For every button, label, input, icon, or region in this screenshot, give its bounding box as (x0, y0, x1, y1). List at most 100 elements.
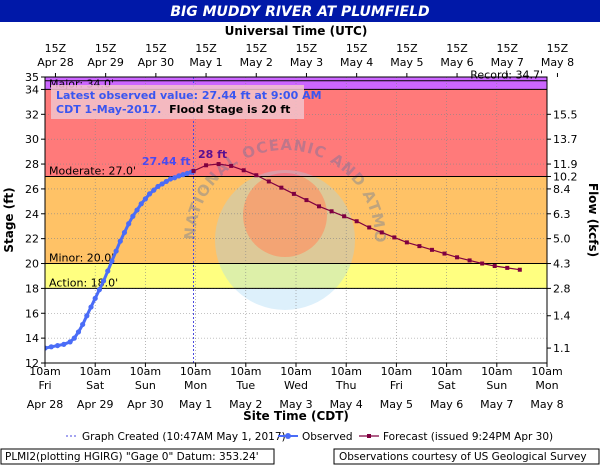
y-tick-label: 14 (25, 332, 39, 345)
forecast-point (317, 204, 322, 209)
y-tick-label: 35 (25, 71, 39, 84)
forecast-point (417, 244, 422, 249)
threshold-label: Moderate: 27.0' (49, 164, 136, 177)
flood-band-minor (45, 176, 547, 264)
forecast-point (329, 209, 334, 214)
top-tick-label-date: Apr 29 (87, 56, 124, 69)
forecast-point (216, 162, 221, 167)
bottom-tick-label-date: May 5 (380, 398, 413, 411)
observed-point (109, 258, 115, 264)
observed-point (75, 329, 82, 335)
top-tick-label-time: 15Z (496, 42, 518, 55)
y-tick-label: 32 (25, 108, 39, 121)
forecast-point (342, 214, 347, 219)
observed-point (84, 313, 90, 319)
y-tick-label: 20 (25, 258, 39, 271)
info-box-line1: Latest observed value: 27.44 ft at 9:00 … (56, 89, 322, 102)
y-tick-label: 34 (25, 83, 39, 96)
y-axis-title-right: Flow (kcfs) (586, 183, 600, 257)
legend-forecast-marker (367, 434, 371, 438)
right-tick-label: 10.2 (553, 170, 578, 183)
observed-point (155, 183, 161, 190)
observed-point (67, 339, 73, 345)
info-box: Latest observed value: 27.44 ft at 9:00 … (51, 85, 322, 119)
top-tick-label-date: Apr 30 (138, 56, 175, 69)
bottom-tick-label-day: Fri (390, 379, 403, 392)
right-tick-label: 2.8 (553, 282, 571, 295)
info-box-bg (51, 85, 304, 119)
observed-point (142, 196, 148, 202)
bottom-tick-label-date: Apr 29 (77, 398, 114, 411)
forecast-point (191, 169, 196, 174)
top-tick-label-date: May 2 (240, 56, 273, 69)
chart-title: BIG MUDDY RIVER AT PLUMFIELD (170, 4, 429, 20)
legend-observed-marker (285, 433, 291, 439)
forecast-point (455, 255, 460, 260)
observed-point (96, 287, 102, 293)
y-tick-label: 12 (25, 357, 39, 370)
top-tick-label-time: 15Z (346, 42, 368, 55)
top-tick-label-time: 15Z (296, 42, 318, 55)
bottom-tick-label-time: 10am (330, 365, 361, 378)
forecast-point (229, 163, 234, 168)
observed-point (176, 173, 182, 179)
observed-point (80, 321, 86, 328)
right-tick-label: 5.0 (553, 233, 571, 246)
bottom-tick-label-time: 10am (180, 365, 211, 378)
observed-point (54, 342, 61, 349)
bottom-tick-label-time: 10am (431, 365, 462, 378)
footer-left-box (0, 448, 275, 465)
top-tick-label-date: May 3 (290, 56, 323, 69)
top-tick-label-time: 15Z (195, 42, 217, 55)
threshold-label: Minor: 20.0' (49, 252, 114, 265)
forecast-point (517, 267, 522, 272)
observed-value-label: 27.44 ft (142, 155, 191, 168)
right-tick-label: 15.5 (553, 108, 578, 121)
bottom-tick-label-day: Sat (438, 379, 457, 392)
info-box-date: CDT 1-May-2017. (56, 103, 161, 116)
forecast-point (404, 240, 409, 245)
observed-point (138, 201, 144, 207)
bottom-tick-label-time: 10am (79, 365, 110, 378)
observed-point (134, 207, 140, 213)
observed-point (159, 181, 165, 187)
observed-point (163, 178, 169, 185)
right-tick-label: 6.3 (553, 208, 571, 221)
right-tick-label: 4.3 (553, 258, 571, 271)
top-axis-title: Universal Time (UTC) (225, 24, 368, 38)
bottom-tick-label-day: Mon (535, 379, 558, 392)
bottom-tick-label-day: Wed (284, 379, 308, 392)
forecast-point (505, 265, 510, 270)
bottom-tick-label-day: Sat (86, 379, 105, 392)
forecast-point (367, 225, 372, 230)
top-tick-label-date: May 7 (491, 56, 524, 69)
bottom-axis-title: Site Time (CDT) (243, 409, 349, 423)
forecast-point (291, 191, 296, 196)
y-tick-label: 16 (25, 307, 39, 320)
observed-point (88, 304, 94, 310)
right-tick-label: 1.4 (553, 310, 571, 323)
y-tick-label: 30 (25, 133, 39, 146)
observed-point (130, 213, 136, 219)
forecast-point (492, 264, 497, 269)
right-tick-label: 1.1 (553, 342, 571, 355)
top-tick-label-date: May 4 (340, 56, 373, 69)
bottom-tick-label-day: Tue (235, 379, 255, 392)
title-banner (0, 0, 600, 22)
observed-point (126, 221, 132, 227)
observed-point (113, 248, 119, 254)
top-tick-label-time: 15Z (95, 42, 117, 55)
info-box-flood-stage: Flood Stage is 20 ft (169, 103, 290, 116)
observed-point (100, 278, 107, 284)
top-tick-label-time: 15Z (245, 42, 267, 55)
forecast-point (379, 230, 384, 235)
bottom-tick-label-date: May 4 (330, 398, 363, 411)
forecast-point (254, 173, 259, 178)
bottom-tick-label-day: Sun (486, 379, 507, 392)
right-tick-label: 13.7 (553, 133, 578, 146)
observed-point (61, 341, 67, 347)
bottom-tick-label-date: Apr 30 (127, 398, 164, 411)
forecast-point (304, 198, 309, 203)
top-tick-label-date: May 5 (390, 56, 423, 69)
